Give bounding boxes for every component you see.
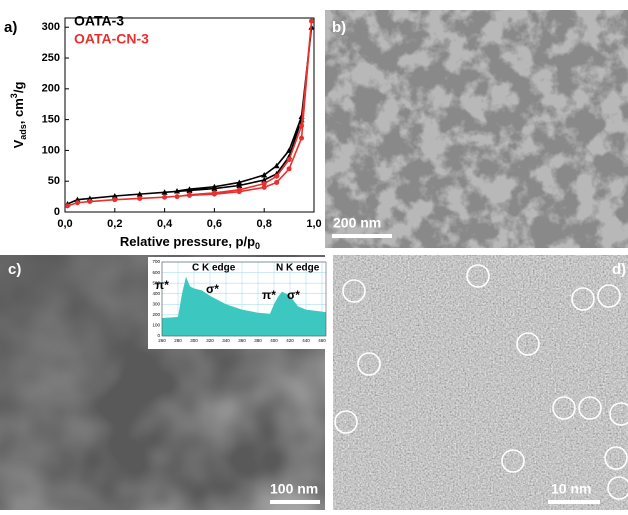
marker (286, 157, 292, 163)
spectrum-area (162, 276, 326, 336)
marker (187, 192, 192, 198)
marker (299, 123, 305, 129)
marker (64, 203, 70, 209)
marker (174, 194, 180, 200)
panel-label: a) (4, 19, 17, 36)
x-axis-label: Relative pressure, p/p0 (120, 234, 260, 251)
x-tick-label: 320 (206, 338, 214, 343)
y-tick-label: 200 (42, 83, 60, 95)
marker (274, 179, 280, 185)
marker (162, 194, 168, 200)
legend-entry: OATA-3 (74, 13, 124, 29)
y-tick-label: 200 (152, 312, 160, 317)
y-tick-label: 100 (42, 144, 60, 156)
x-tick-label: 460 (318, 338, 326, 343)
y-tick-label: 150 (42, 114, 60, 126)
y-tick-label: 250 (42, 52, 60, 64)
scale-bar-label: 200 nm (333, 215, 381, 231)
y-tick-label: 50 (48, 175, 60, 187)
annotation: σ* (206, 282, 219, 296)
x-tick-label: 0,4 (157, 218, 173, 230)
marker (136, 191, 143, 197)
x-tick-label: 1,0 (306, 218, 321, 230)
series-line (67, 27, 313, 205)
marker (111, 192, 118, 199)
marker (112, 197, 118, 203)
y-tick-label: 0 (157, 333, 160, 338)
y-label-sup: 3 (9, 93, 19, 98)
annotation: σ* (287, 288, 300, 302)
x-tick-label: 420 (286, 338, 294, 343)
x-tick-label: 260 (158, 338, 166, 343)
scale-bar-label: 10 nm (551, 481, 591, 497)
marker (236, 179, 243, 185)
marker (211, 183, 218, 190)
y-label-mid: , cm (11, 98, 26, 124)
x-tick-label: 0,2 (107, 218, 122, 230)
marker (261, 172, 268, 178)
y-tick-label: 100 (152, 323, 160, 328)
marker (261, 176, 268, 183)
x-tick-label: 340 (222, 338, 230, 343)
marker (137, 195, 143, 201)
x-tick-label: 0,0 (57, 218, 72, 230)
series-line (67, 21, 313, 207)
marker (161, 189, 168, 195)
y-tick-label: 0 (54, 206, 60, 218)
tem-image-b: b) 200 nm (325, 10, 628, 248)
y-tick-label: 700 (152, 259, 160, 264)
marker (186, 186, 193, 192)
panel-label: d) (612, 261, 626, 278)
marker (211, 190, 217, 196)
marker (274, 173, 280, 179)
annotation: π* (155, 278, 169, 292)
x-tick-label: 360 (238, 338, 246, 343)
marker (236, 187, 242, 193)
marker (261, 181, 267, 187)
annotation: π* (262, 288, 276, 302)
annotation: N K edge (276, 263, 320, 274)
x-label: Relative pressure, p/p (120, 234, 255, 249)
panel-label: b) (332, 19, 346, 36)
y-axis-label: Vads, cm3/g (9, 82, 28, 149)
plot-frame (64, 17, 315, 213)
scale-bar-label: 100 nm (270, 481, 318, 497)
x-tick-label: 300 (190, 338, 198, 343)
x-tick-label: 280 (174, 338, 182, 343)
annotation: C K edge (192, 263, 236, 274)
marker (236, 182, 243, 189)
x-tick-label: 400 (270, 338, 278, 343)
y-tick-label: 600 (152, 270, 160, 275)
x-tick-label: 0,6 (207, 218, 222, 230)
y-label-sub: ads (18, 124, 28, 140)
tem-image-d: d) 10 nm (333, 255, 628, 510)
x-tick-label: 440 (302, 338, 310, 343)
y-label-end: /g (11, 82, 26, 94)
y-tick-label: 300 (152, 301, 160, 306)
x-label-sub: 0 (255, 241, 260, 251)
legend-entry: OATA-CN-3 (74, 31, 149, 47)
x-tick-label: 0,8 (257, 218, 272, 230)
x-tick-label: 380 (254, 338, 262, 343)
panel-label: c) (8, 261, 21, 278)
marker (286, 166, 292, 172)
marker (261, 184, 267, 190)
marker (299, 135, 305, 141)
marker (74, 200, 80, 206)
y-label: V (11, 139, 26, 148)
plot-frame (161, 261, 327, 337)
marker (174, 188, 181, 194)
tem-image-c: c) 100 nm (0, 255, 330, 510)
marker (87, 199, 93, 205)
y-tick-label: 400 (152, 291, 160, 296)
marker (309, 18, 315, 24)
y-tick-label: 300 (42, 21, 60, 33)
marker (273, 162, 280, 169)
y-tick-label: 500 (152, 280, 160, 285)
marker (286, 147, 293, 153)
